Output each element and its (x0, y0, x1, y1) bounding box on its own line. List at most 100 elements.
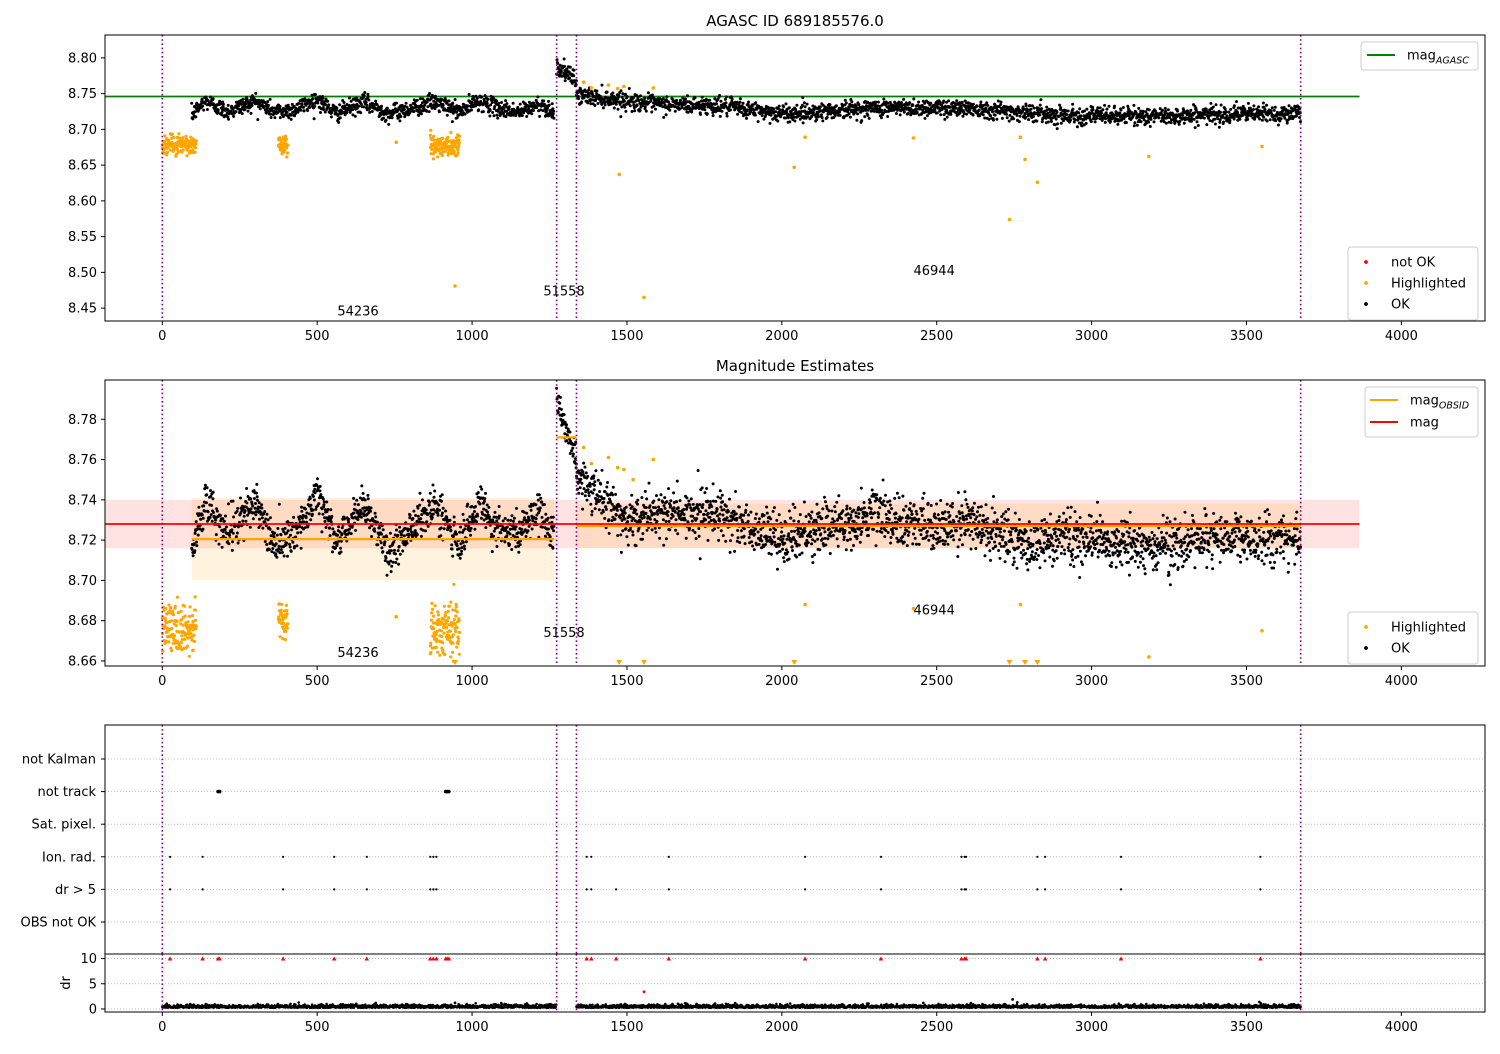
ok-point (302, 520, 305, 523)
ok-point (468, 515, 471, 518)
ok-point (1214, 123, 1217, 126)
ok-point (530, 509, 533, 512)
ok-point (1274, 119, 1277, 122)
ok-point (219, 514, 222, 517)
ok-point (1085, 108, 1088, 111)
ok-point (739, 97, 742, 100)
ok-point (1212, 106, 1215, 109)
ok-point (345, 111, 348, 114)
ok-point (939, 113, 942, 116)
ok-point (249, 526, 252, 529)
ok-point (1224, 108, 1227, 111)
ok-point (1170, 121, 1173, 124)
highlighted-point (171, 132, 174, 135)
ok-point (369, 510, 372, 513)
ok-point (359, 111, 362, 114)
ok-point (593, 104, 596, 107)
ok-point (285, 542, 288, 545)
y-tick-label: 8.80 (68, 51, 97, 66)
ok-point (492, 535, 495, 538)
ok-point (630, 494, 633, 497)
ok-point (270, 116, 273, 119)
ok-point (1116, 123, 1119, 126)
ok-point (389, 532, 392, 535)
ok-point (227, 118, 230, 121)
ok-point (1059, 106, 1062, 109)
ok-point (598, 490, 601, 493)
ok-point (1080, 121, 1083, 124)
ok-point (591, 492, 594, 495)
ok-point (366, 518, 369, 521)
ok-point (1203, 117, 1206, 120)
ok-point (460, 550, 463, 553)
ok-point (1219, 111, 1222, 114)
ok-point (552, 110, 555, 113)
ok-point (314, 93, 317, 96)
ok-point (398, 545, 401, 548)
ok-point (474, 505, 477, 508)
ok-point (543, 503, 546, 506)
ok-point (564, 79, 567, 82)
ok-point (487, 506, 490, 509)
ok-point (626, 520, 629, 523)
ok-point (311, 513, 314, 516)
ok-point (374, 515, 377, 518)
ok-point (731, 98, 734, 101)
highlighted-point (394, 141, 398, 145)
ok-point (726, 115, 729, 118)
ok-point (1001, 117, 1004, 120)
ok-point (301, 103, 304, 106)
ok-point (476, 97, 479, 100)
ok-point (464, 527, 467, 530)
ok-point (449, 526, 452, 529)
ok-point (849, 116, 852, 119)
ok-point (505, 534, 508, 537)
ok-point (774, 110, 777, 113)
ok-point (845, 102, 848, 105)
ok-point (954, 107, 957, 110)
highlighted-point (181, 136, 184, 139)
ok-point (412, 110, 415, 113)
ok-point (588, 494, 591, 497)
ok-point (209, 516, 212, 519)
ok-point (211, 520, 214, 523)
ok-point (241, 520, 244, 523)
ok-point (627, 544, 630, 547)
ok-point (835, 104, 838, 107)
ok-point (586, 475, 589, 478)
ok-point (498, 515, 501, 518)
ok-point (428, 504, 431, 507)
ok-point (563, 413, 566, 416)
ok-point (1167, 108, 1170, 111)
ok-point (494, 511, 497, 514)
highlighted-point (803, 135, 807, 139)
ok-point (541, 516, 544, 519)
ok-point (662, 97, 665, 100)
ok-point (1277, 124, 1280, 127)
ok-point (355, 499, 358, 502)
ok-point (222, 103, 225, 106)
ok-point (317, 502, 320, 505)
ok-point (542, 99, 545, 102)
ok-point (1047, 121, 1050, 124)
ok-point (880, 116, 883, 119)
ok-point (569, 66, 572, 69)
ok-point (269, 98, 272, 101)
ok-point (365, 104, 368, 107)
ok-point (729, 108, 732, 111)
ok-point (754, 101, 757, 104)
ok-point (968, 109, 971, 112)
ok-point (261, 527, 264, 530)
ok-point (686, 94, 689, 97)
ok-point (477, 491, 480, 494)
ok-point (230, 528, 233, 531)
ok-point (650, 111, 653, 114)
ok-point (318, 489, 321, 492)
ok-point (469, 534, 472, 537)
ok-point (520, 528, 523, 531)
ok-point (417, 515, 420, 518)
obsid-label: 54236 (337, 304, 378, 319)
ok-point (577, 97, 580, 100)
ok-point (568, 77, 571, 80)
ok-point (985, 107, 988, 110)
